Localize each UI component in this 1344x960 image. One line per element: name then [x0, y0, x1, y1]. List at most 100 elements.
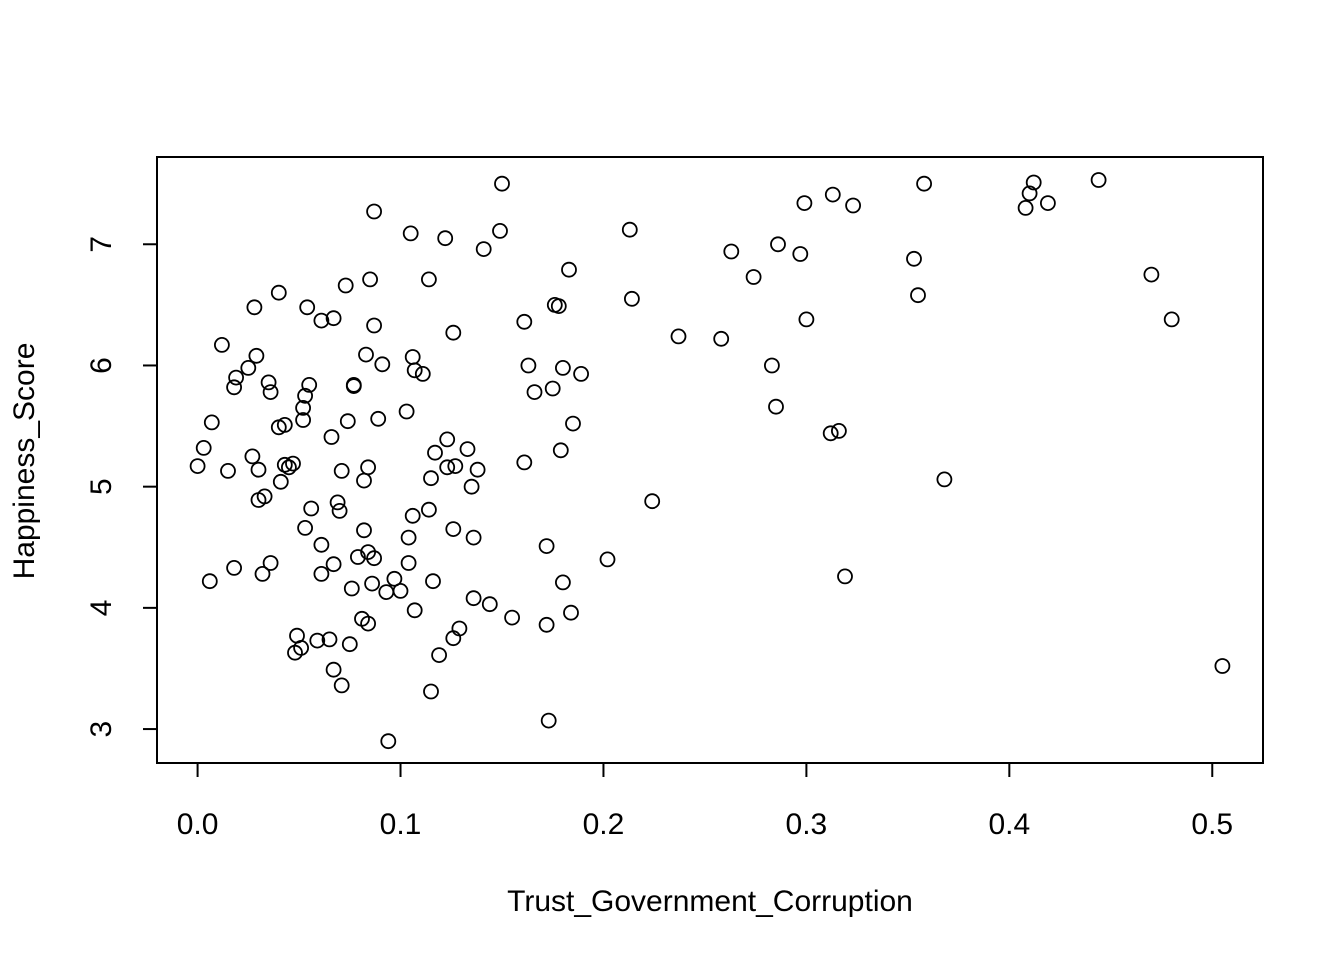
data-point: [516, 454, 533, 471]
data-point: [459, 441, 476, 458]
data-point: [431, 647, 448, 663]
data-point: [550, 298, 567, 315]
data-point: [349, 549, 366, 565]
data-point: [526, 384, 543, 401]
y-tick-label: 5: [85, 478, 118, 495]
data-point: [360, 615, 377, 632]
data-point: [323, 429, 340, 445]
data-point: [325, 556, 342, 573]
data-point: [240, 359, 257, 376]
data-point: [845, 197, 861, 214]
x-tick-label: 0.2: [583, 808, 625, 841]
data-point: [297, 387, 314, 404]
data-point: [465, 590, 482, 607]
data-point: [262, 555, 279, 571]
data-point: [276, 456, 293, 473]
data-point: [1021, 185, 1038, 202]
data-point: [339, 413, 356, 430]
data-point: [303, 500, 320, 517]
data-point: [906, 250, 922, 267]
data-point: [404, 507, 421, 524]
data-point: [362, 271, 379, 288]
data-point: [463, 478, 480, 495]
data-point: [624, 290, 640, 307]
data-point: [297, 520, 314, 536]
data-point: [189, 458, 206, 475]
x-axis: 0.0 0.1 0.2 0.3 0.4 0.5: [177, 762, 1233, 841]
data-point: [309, 632, 326, 649]
data-point: [1040, 195, 1056, 212]
data-point: [374, 356, 391, 373]
data-point: [599, 551, 616, 568]
data-point: [356, 472, 372, 489]
data-point: [555, 359, 571, 376]
y-tick-label: 3: [85, 721, 118, 738]
data-point: [768, 398, 784, 415]
data-point: [295, 412, 312, 428]
data-point: [445, 521, 462, 537]
data-point: [313, 312, 330, 329]
x-tick-label: 0.1: [380, 808, 422, 841]
data-point: [520, 357, 537, 374]
data-point: [299, 299, 316, 316]
data-point: [404, 349, 421, 365]
data-point: [792, 246, 809, 262]
data-point: [504, 609, 520, 626]
data-point: [321, 631, 338, 648]
data-point: [831, 422, 847, 439]
data-point: [447, 458, 464, 475]
data-point: [364, 575, 381, 592]
data-point: [201, 573, 218, 590]
data-point: [420, 271, 437, 288]
x-tick-label: 0.3: [786, 808, 828, 841]
y-axis-title: Happiness_Score: [8, 343, 41, 580]
data-point: [226, 379, 243, 396]
x-tick-label: 0.0: [177, 808, 219, 841]
data-point: [358, 346, 374, 363]
data-point: [544, 380, 561, 397]
data-point: [406, 602, 423, 619]
data-point: [331, 502, 348, 519]
data-point: [293, 640, 310, 656]
x-axis-title: Trust_Government_Corruption: [507, 885, 913, 918]
data-point: [1163, 311, 1180, 328]
data-point: [423, 470, 439, 487]
data-point: [469, 461, 486, 478]
data-point: [313, 536, 330, 553]
data-point: [822, 425, 839, 442]
data-point: [248, 347, 265, 364]
data-point: [481, 596, 498, 613]
data-point: [260, 374, 277, 391]
data-point: [301, 376, 318, 393]
plot-frame: [156, 156, 1264, 764]
data-point: [1090, 172, 1107, 188]
data-point: [325, 310, 342, 327]
data-point: [465, 529, 482, 546]
data-point: [538, 538, 555, 554]
data-point: [398, 403, 415, 420]
data-point: [333, 677, 350, 694]
data-point: [262, 384, 279, 401]
data-point: [1143, 266, 1160, 283]
data-point: [380, 733, 397, 750]
data-point: [400, 529, 417, 546]
data-point: [345, 378, 362, 395]
data-point: [276, 416, 293, 433]
data-point: [492, 222, 508, 239]
data-point: [406, 362, 423, 379]
data-point: [400, 555, 417, 571]
data-point: [1025, 174, 1042, 191]
data-point: [343, 580, 360, 597]
data-point: [366, 203, 383, 220]
data-point: [386, 570, 403, 587]
data-point: [280, 459, 297, 476]
data-point: [439, 459, 456, 476]
x-tick-label: 0.5: [1191, 808, 1233, 841]
data-point: [494, 175, 510, 192]
data-point: [414, 365, 431, 382]
data-point: [427, 444, 443, 461]
data-point: [670, 328, 687, 345]
data-point: [798, 311, 815, 328]
data-point: [644, 493, 661, 510]
